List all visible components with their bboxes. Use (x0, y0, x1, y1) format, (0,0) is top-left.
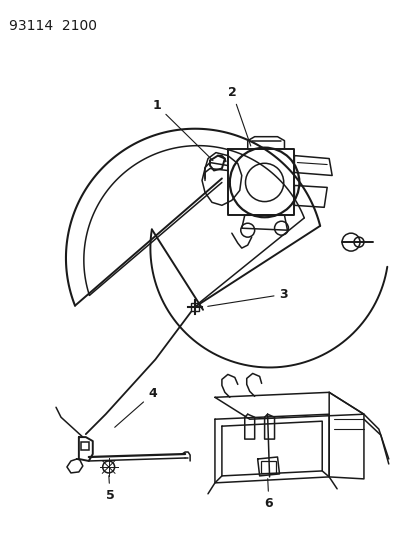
Text: 1: 1 (152, 99, 212, 160)
Text: 6: 6 (264, 479, 273, 510)
Text: 93114  2100: 93114 2100 (9, 19, 97, 33)
Text: 2: 2 (227, 86, 250, 146)
Bar (260, 461, 275, 473)
Bar (191, 303, 199, 311)
Bar (81, 442, 88, 450)
Text: 4: 4 (114, 387, 157, 427)
Text: 5: 5 (105, 475, 114, 502)
Text: 3: 3 (207, 288, 287, 306)
